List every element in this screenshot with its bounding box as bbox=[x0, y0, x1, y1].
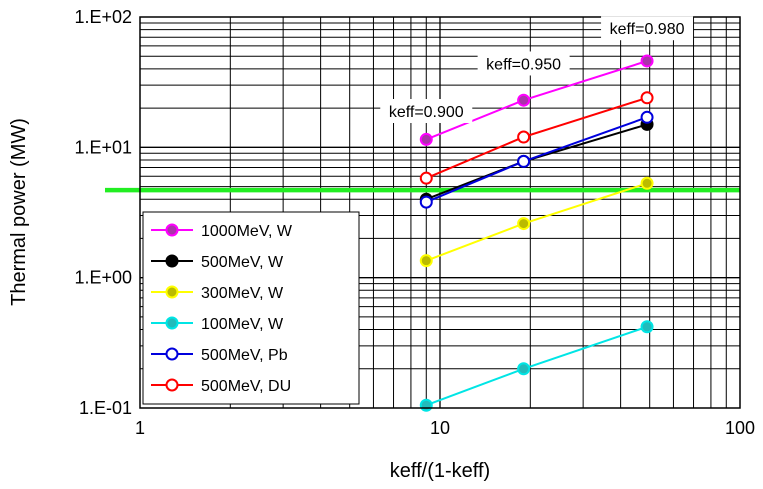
data-point bbox=[419, 398, 433, 412]
series-500mev-du bbox=[419, 91, 654, 185]
legend: 1000MeV, W 500MeV, W 300MeV, W 100MeV, W 500… bbox=[142, 211, 360, 405]
legend-label: 500MeV, W bbox=[201, 254, 284, 271]
annotation-box bbox=[601, 16, 694, 41]
plot-frame bbox=[139, 16, 741, 409]
annotation-label: keff=0.950 bbox=[486, 56, 561, 73]
series-300mev-w bbox=[419, 176, 654, 268]
legend-marker bbox=[165, 316, 179, 330]
x-axis-title: keff/(1-keff) bbox=[390, 460, 490, 482]
annotation-box bbox=[380, 99, 473, 124]
legend-marker bbox=[165, 347, 179, 361]
data-point bbox=[517, 217, 531, 231]
legend-label: 100MeV, W bbox=[201, 316, 284, 333]
y-tick-label: 1.E+00 bbox=[74, 268, 132, 288]
legend-marker bbox=[165, 285, 179, 299]
series-1000mev-w bbox=[419, 54, 654, 146]
series-layer bbox=[419, 54, 654, 412]
y-tick-label: 1.E+01 bbox=[74, 137, 132, 157]
data-point bbox=[640, 320, 654, 334]
data-point bbox=[517, 362, 531, 376]
data-point bbox=[419, 132, 433, 146]
data-point bbox=[640, 54, 654, 68]
annotation-box bbox=[477, 51, 570, 76]
y-axis-title: Thermal power (MW) bbox=[8, 118, 30, 306]
y-tick-label: 1.E+02 bbox=[74, 7, 132, 27]
data-point bbox=[419, 195, 433, 209]
legend-marker bbox=[165, 378, 179, 392]
tick-labels: 1 10 100 1.E-01 1.E+00 1.E+01 1.E+02 bbox=[74, 7, 755, 438]
legend-label: 500MeV, DU bbox=[201, 378, 291, 395]
series-500mev-pb bbox=[419, 110, 654, 209]
data-point bbox=[419, 171, 433, 185]
data-point bbox=[640, 110, 654, 124]
legend-label: 500MeV, Pb bbox=[201, 347, 288, 364]
legend-label: 300MeV, W bbox=[201, 285, 284, 302]
data-point bbox=[419, 254, 433, 268]
y-tick-label: 1.E-01 bbox=[79, 398, 132, 418]
annotation-label: keff=0.900 bbox=[389, 104, 464, 121]
annotation-label: keff=0.980 bbox=[610, 21, 685, 38]
data-point bbox=[517, 130, 531, 144]
x-tick-label: 100 bbox=[725, 418, 755, 438]
data-point bbox=[517, 154, 531, 168]
legend-box bbox=[142, 211, 360, 405]
data-point bbox=[517, 93, 531, 107]
x-tick-label: 1 bbox=[135, 418, 145, 438]
legend-marker bbox=[165, 254, 179, 268]
legend-marker bbox=[165, 223, 179, 237]
data-point bbox=[640, 91, 654, 105]
x-tick-label: 10 bbox=[430, 418, 450, 438]
legend-label: 1000MeV, W bbox=[201, 223, 293, 240]
data-point bbox=[640, 176, 654, 190]
annotations: keff=0.900 keff=0.950 keff=0.980 bbox=[380, 16, 694, 124]
